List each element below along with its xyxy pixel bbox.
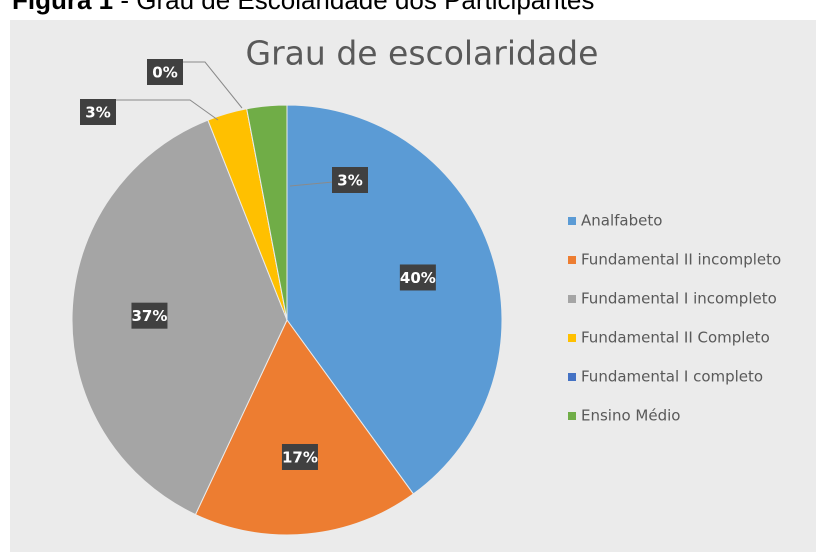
figure-caption: Figura 1 - Grau de Escolaridade dos Part… (12, 0, 594, 15)
data-label: 3% (337, 172, 362, 190)
leader-line (115, 99, 219, 121)
legend-label: Ensino Médio (581, 407, 680, 425)
data-label-box (332, 167, 368, 193)
chart-title: Grau de escolaridade (246, 34, 599, 73)
caption-label: Figura 1 (12, 0, 113, 15)
pie-slice (286, 104, 503, 495)
legend-swatch (568, 217, 576, 225)
data-label: 40% (400, 269, 436, 287)
legend-swatch (568, 412, 576, 420)
pie-slice (246, 104, 288, 321)
legend-label: Analfabeto (581, 212, 662, 230)
data-label-box (131, 302, 168, 329)
pie-slice (71, 119, 288, 516)
legend-swatch (568, 334, 576, 342)
legend-label: Fundamental I completo (581, 368, 763, 386)
legend-label: Fundamental I incompleto (581, 290, 777, 308)
data-label: 37% (132, 307, 168, 325)
data-label-box (80, 99, 116, 125)
data-label: 0% (152, 64, 177, 82)
legend-label: Fundamental II incompleto (581, 251, 781, 269)
data-label-box (281, 443, 318, 470)
caption-text: - Grau de Escolaridade dos Participantes (113, 0, 594, 15)
legend-swatch (568, 373, 576, 381)
data-label-box (147, 59, 183, 85)
legend-swatch (568, 256, 576, 264)
leader-line (289, 181, 334, 187)
data-label-box (399, 264, 436, 291)
legend-swatch (568, 295, 576, 303)
legend-label: Fundamental II Completo (581, 329, 770, 347)
data-label: 17% (282, 448, 318, 466)
leader-line (183, 61, 243, 109)
data-label: 3% (85, 104, 110, 122)
pie-slice (194, 319, 415, 536)
